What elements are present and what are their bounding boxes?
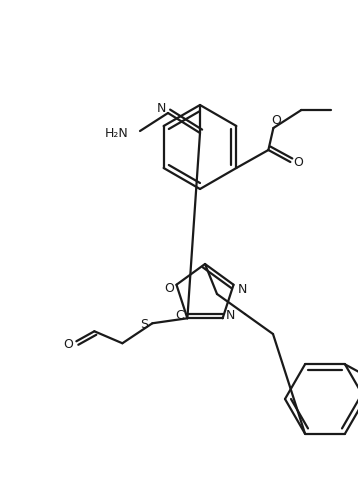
Text: N: N	[156, 102, 166, 115]
Text: O: O	[63, 337, 73, 350]
Text: O: O	[165, 282, 174, 295]
Text: O: O	[271, 114, 281, 127]
Text: C: C	[175, 308, 184, 321]
Text: N: N	[238, 283, 247, 296]
Text: N: N	[226, 308, 235, 321]
Text: H₂N: H₂N	[104, 127, 128, 140]
Text: O: O	[294, 156, 303, 169]
Text: S: S	[140, 317, 148, 330]
